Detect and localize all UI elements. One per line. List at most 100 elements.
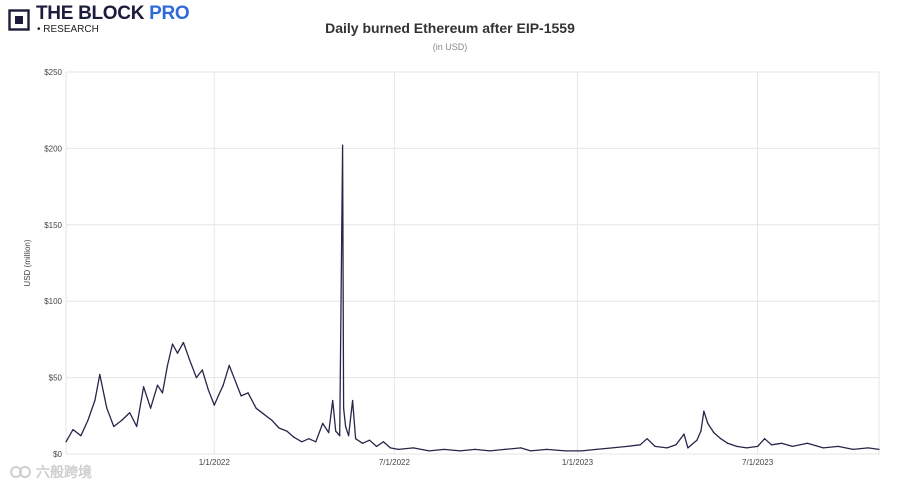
data-point (546, 448, 548, 450)
data-point (143, 386, 145, 388)
data-point (213, 404, 215, 406)
data-point (520, 447, 522, 449)
data-point (94, 399, 96, 402)
data-point (345, 425, 347, 428)
data-point (234, 380, 236, 382)
data-point (247, 392, 249, 394)
y-tick-label: $150 (44, 221, 62, 230)
data-point (696, 439, 698, 441)
data-point (412, 447, 414, 449)
data-point (687, 447, 689, 449)
data-point (675, 444, 677, 446)
data-point (201, 369, 203, 371)
data-point (727, 442, 729, 444)
data-point (278, 427, 280, 429)
chart-grid (65, 71, 880, 455)
data-point (217, 395, 219, 397)
data-point (720, 438, 722, 440)
data-point (867, 447, 869, 449)
data-point (87, 419, 89, 421)
data-point (443, 448, 445, 450)
data-point (595, 448, 598, 450)
data-point (806, 442, 809, 444)
data-point (489, 450, 491, 452)
data-point (65, 441, 67, 443)
data-point (564, 450, 567, 452)
data-point (611, 447, 613, 449)
data-point (764, 438, 766, 440)
data-point (683, 433, 685, 435)
y-axis-label: USD (million) (23, 239, 32, 286)
data-point (293, 436, 295, 438)
data-point (428, 450, 430, 452)
data-point (530, 450, 532, 452)
data-point (263, 413, 265, 415)
data-point (301, 441, 303, 443)
data-point (757, 445, 759, 447)
data-point (335, 430, 337, 432)
y-tick-label: $50 (49, 374, 63, 383)
data-point (770, 444, 773, 446)
data-point (328, 432, 330, 434)
brand-subtitle: • RESEARCH (37, 24, 99, 35)
data-point (129, 412, 131, 414)
data-point (80, 435, 82, 437)
x-axis: 1/1/2022 7/1/2022 1/1/2023 7/1/2023 (199, 458, 774, 467)
data-point (639, 444, 641, 446)
data-point (504, 448, 506, 450)
brand-name-pro: PRO (149, 3, 190, 24)
data-point (397, 448, 399, 450)
data-point (228, 364, 230, 366)
watermark: 六般跨境 (10, 462, 92, 482)
data-point (474, 448, 476, 450)
data-point (368, 439, 371, 441)
data-point (332, 399, 334, 402)
data-point (182, 341, 184, 344)
data-point (791, 445, 794, 447)
data-point (286, 430, 288, 432)
chart-series (65, 144, 880, 452)
data-point (106, 407, 108, 409)
data-point (195, 377, 197, 379)
y-tick-label: $250 (44, 68, 62, 77)
data-point (713, 432, 715, 434)
data-point (271, 419, 273, 421)
series-line (65, 144, 880, 452)
y-tick-label: $200 (44, 144, 62, 153)
watermark-logo-icon (10, 466, 31, 478)
x-tick-label: 1/1/2022 (199, 458, 231, 467)
y-axis: $0 $50 $100 $150 $200 $250 (44, 68, 62, 459)
brand-name: THE BLOCK PRO (36, 3, 190, 24)
data-point (580, 450, 583, 452)
data-point (837, 445, 839, 447)
data-point (322, 422, 324, 424)
watermark-text: 六般跨境 (36, 464, 92, 480)
data-point (171, 343, 174, 345)
data-point (176, 352, 179, 354)
data-point (375, 445, 378, 447)
data-point (878, 448, 880, 450)
data-point (736, 445, 738, 447)
y-tick-label: $100 (44, 297, 62, 306)
x-tick-label: 7/1/2022 (379, 458, 411, 467)
data-point (121, 419, 123, 421)
data-point (352, 399, 354, 402)
data-point (188, 358, 190, 360)
data-point (654, 445, 656, 447)
data-point (136, 425, 138, 428)
data-point (355, 438, 357, 440)
data-point (703, 410, 705, 412)
data-point (348, 435, 350, 437)
data-point (707, 422, 709, 424)
data-point (746, 447, 748, 449)
data-point (315, 441, 317, 443)
data-point (113, 425, 115, 428)
data-point (166, 364, 169, 366)
data-point (361, 442, 364, 444)
data-point (161, 392, 164, 394)
data-point (780, 442, 783, 444)
data-point (99, 373, 101, 376)
brand: THE BLOCK PRO • RESEARCH (8, 3, 190, 36)
data-point (150, 407, 152, 409)
